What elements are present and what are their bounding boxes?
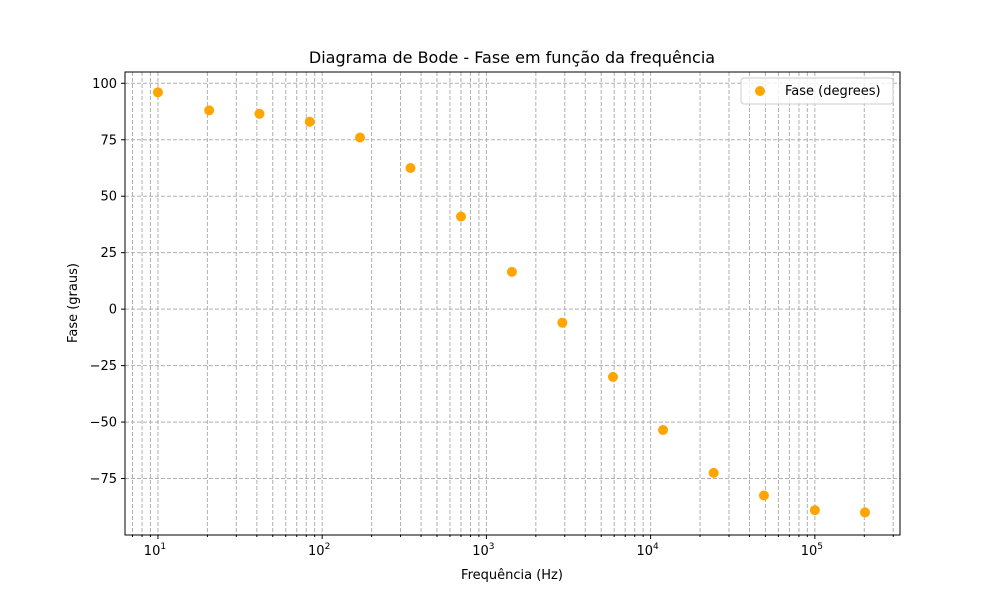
grid-lines (125, 72, 900, 535)
data-point (355, 132, 366, 143)
data-point (304, 116, 315, 127)
y-axis-label: Fase (graus) (66, 263, 81, 343)
x-tick-exponent: 4 (653, 542, 659, 552)
legend-marker (755, 86, 765, 96)
data-point (455, 211, 466, 222)
data-point (658, 424, 669, 435)
legend-box (740, 77, 894, 105)
y-tick-label: 50 (100, 190, 117, 205)
x-tick-exponent: 5 (817, 542, 823, 552)
x-tick-exponent: 1 (160, 542, 166, 552)
data-point (405, 162, 416, 173)
y-tick-label: 75 (100, 133, 117, 148)
data-point (809, 505, 820, 516)
x-tick-label: 101 (144, 542, 166, 559)
x-tick-exponent: 3 (489, 542, 495, 552)
x-tick-label: 105 (801, 542, 823, 559)
x-axis-label: Frequência (Hz) (461, 568, 563, 583)
data-point (557, 317, 568, 328)
data-point (254, 108, 265, 119)
x-tick-base: 10 (308, 544, 325, 559)
data-points (152, 87, 870, 518)
data-point (152, 87, 163, 98)
data-point (859, 507, 870, 518)
x-tick-label: 104 (636, 542, 659, 559)
y-tick-label: 25 (100, 246, 117, 261)
y-axis-ticks: 100 75 50 25 0 −25 −50 −75 (90, 77, 125, 487)
x-tick-base: 10 (801, 544, 818, 559)
data-point (708, 467, 719, 478)
y-tick-label: −75 (90, 472, 117, 487)
data-point (204, 105, 215, 116)
x-tick-label: 102 (308, 542, 330, 559)
x-tick-exponent: 2 (325, 542, 331, 552)
y-tick-label: −25 (90, 359, 117, 374)
chart-title: Diagrama de Bode - Fase em função da fre… (309, 48, 715, 67)
y-tick-label: −50 (90, 416, 117, 431)
y-tick-label: 100 (92, 77, 117, 92)
legend-label: Fase (degrees) (785, 84, 881, 99)
data-point (607, 371, 618, 382)
x-tick-label: 103 (472, 542, 494, 559)
data-point (506, 266, 517, 277)
x-tick-base: 10 (636, 544, 653, 559)
data-point (758, 490, 769, 501)
legend: Fase (degrees) (740, 77, 894, 105)
y-tick-label: 0 (109, 303, 117, 318)
plot-area-frame (124, 71, 901, 536)
x-tick-base: 10 (144, 544, 161, 559)
x-axis-ticks: 101 102 103 104 105 (132, 535, 894, 559)
x-tick-base: 10 (472, 544, 489, 559)
